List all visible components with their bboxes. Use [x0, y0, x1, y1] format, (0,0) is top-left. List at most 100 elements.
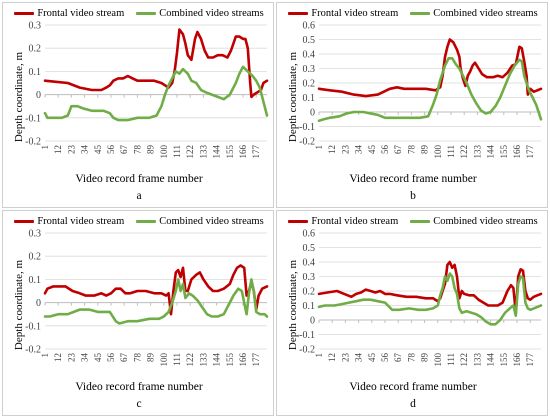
chart-svg: 0.6 0.5 0.4 0.3 0.2 0.1 0 -0.1 -0.2 1 12 23 34 45 56 67… [299, 21, 543, 159]
x-tick-label: 111 [172, 145, 182, 158]
chart-svg: 0.3 0.2 0.1 0 -0.1 -0.2 1 12 23 34 45 56 67 78 89 100 11… [25, 21, 269, 159]
x-tick-label: 100 [159, 353, 169, 367]
y-tick-label: -0.1 [299, 122, 315, 133]
legend-item-combined: Combined video streams [410, 215, 538, 227]
x-tick-label: 12 [327, 145, 337, 154]
legend-swatch-combined [136, 219, 157, 223]
x-tick-label: 56 [380, 353, 390, 363]
y-tick-label: 0 [36, 298, 41, 309]
y-tick-label: -0.2 [25, 345, 41, 356]
chart-svg: 0.3 0.2 0.1 0 -0.1 -0.2 1 12 23 34 45 56 67 78 89 100 11… [25, 229, 269, 367]
y-tick-label: 0 [310, 108, 315, 119]
x-tick-label: 78 [406, 353, 416, 363]
x-tick-label: 1 [314, 145, 324, 150]
legend-item-combined: Combined video streams [136, 215, 264, 227]
x-tick-label: 34 [354, 353, 364, 363]
series-line-combined [43, 278, 269, 325]
y-tick-label: 0.5 [303, 243, 316, 254]
chart-panel-c: Frontal video stream Combined video stre… [2, 210, 274, 416]
x-tick-label: 111 [446, 145, 456, 158]
x-tick-label: 89 [420, 353, 430, 363]
y-tick-label: 0.2 [303, 79, 316, 90]
chart-panel-a: Frontal video stream Combined video stre… [2, 2, 274, 208]
x-tick-label: 78 [132, 145, 142, 155]
y-tick-label: 0.5 [303, 35, 316, 46]
x-tick-label: 12 [53, 353, 63, 362]
x-tick-label: 34 [80, 353, 90, 363]
legend-item-combined: Combined video streams [136, 7, 264, 19]
x-tick-label: 89 [146, 145, 156, 155]
x-tick-label: 34 [354, 145, 364, 155]
y-tick-label: -0.2 [25, 137, 41, 148]
y-tick-label: -0.1 [299, 330, 315, 341]
x-tick-label: 23 [340, 145, 350, 155]
legend-swatch-combined [410, 219, 431, 223]
panel-caption: a [136, 190, 142, 202]
x-tick-label: 100 [159, 145, 169, 159]
x-tick-label: 155 [225, 353, 235, 367]
y-axis-label: Depth coordinate, m [13, 51, 25, 143]
x-tick-label: 122 [185, 145, 195, 159]
y-tick-label: 0.2 [29, 252, 42, 263]
y-tick-label: 0.1 [29, 67, 42, 78]
y-tick-label: -0.2 [299, 137, 315, 148]
chart-panel-b: Frontal video stream Combined video stre… [276, 2, 548, 208]
x-tick-label: 56 [106, 145, 116, 155]
x-axis-label: Video record frame number [75, 173, 203, 185]
y-tick-label: 0.3 [29, 21, 42, 32]
x-tick-label: 166 [512, 353, 522, 367]
legend-label-frontal: Frontal video stream [37, 215, 125, 227]
panel-caption: d [410, 398, 416, 410]
panel-caption: b [410, 190, 416, 202]
y-tick-label: 0 [36, 90, 41, 101]
series-line-frontal [43, 264, 269, 316]
x-tick-label: 67 [393, 353, 403, 363]
legend-label-frontal: Frontal video stream [37, 7, 125, 19]
y-tick-label: 0.3 [29, 229, 42, 240]
y-tick-label: 0.4 [303, 258, 316, 269]
x-tick-label: 144 [486, 145, 496, 159]
x-tick-label: 166 [238, 353, 248, 367]
x-tick-label: 155 [225, 145, 235, 159]
x-tick-label: 89 [146, 353, 156, 363]
x-tick-label: 100 [433, 353, 443, 367]
x-tick-label: 56 [380, 145, 390, 155]
legend-label-combined: Combined video streams [433, 215, 538, 227]
y-tick-label: 0.3 [303, 64, 316, 75]
series-line-combined [317, 57, 543, 122]
legend: Frontal video stream Combined video stre… [3, 213, 275, 229]
y-tick-label: 0.1 [303, 301, 316, 312]
x-tick-label: 56 [106, 353, 116, 363]
x-tick-label: 23 [66, 353, 76, 363]
x-tick-label: 144 [212, 353, 222, 367]
legend: Frontal video stream Combined video stre… [277, 5, 549, 21]
y-tick-label: -0.2 [299, 345, 315, 356]
x-tick-label: 122 [459, 353, 469, 367]
x-tick-label: 166 [512, 145, 522, 159]
x-tick-label: 23 [66, 145, 76, 155]
legend-swatch-frontal [288, 11, 309, 15]
x-tick-label: 1 [40, 353, 50, 358]
legend-label-combined: Combined video streams [159, 7, 264, 19]
y-tick-label: 0.1 [29, 275, 42, 286]
legend-item-frontal: Frontal video stream [14, 216, 124, 227]
x-tick-label: 89 [420, 145, 430, 155]
y-tick-label: 0.1 [303, 93, 316, 104]
x-tick-label: 45 [367, 145, 377, 155]
x-tick-label: 144 [212, 145, 222, 159]
x-tick-label: 45 [93, 145, 103, 155]
legend-item-frontal: Frontal video stream [288, 8, 398, 19]
x-tick-label: 122 [185, 353, 195, 367]
x-tick-label: 111 [446, 353, 456, 366]
legend-item-frontal: Frontal video stream [14, 8, 124, 19]
x-tick-label: 12 [327, 353, 337, 362]
x-tick-label: 45 [367, 353, 377, 363]
x-tick-label: 177 [251, 145, 261, 159]
y-tick-label: 0.6 [303, 21, 316, 32]
legend-label-combined: Combined video streams [159, 215, 264, 227]
legend-swatch-combined [410, 11, 431, 15]
legend-label-frontal: Frontal video stream [311, 215, 399, 227]
x-tick-label: 133 [472, 145, 482, 159]
x-tick-label: 1 [40, 145, 50, 150]
x-tick-label: 34 [80, 145, 90, 155]
